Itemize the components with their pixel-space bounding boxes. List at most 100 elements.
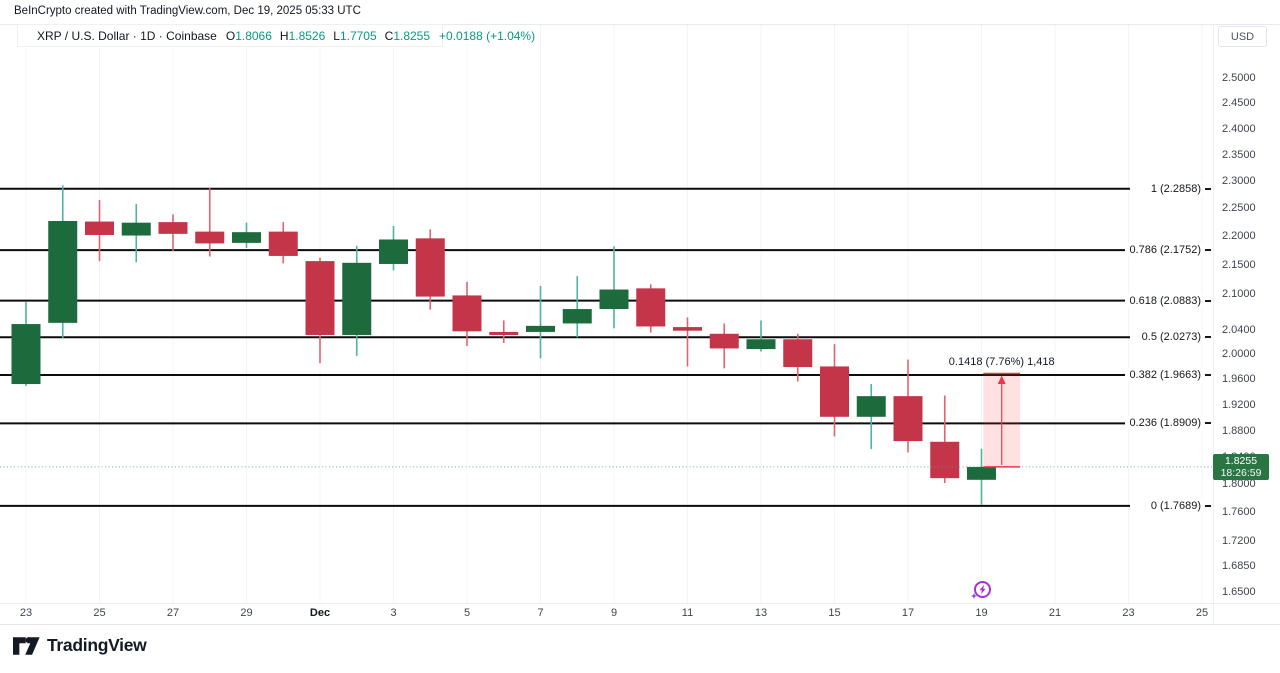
price-tick-label: 1.6500 [1222,586,1256,598]
candle-body [930,441,960,479]
candle-body [967,466,996,480]
time-tick-label: 23 [1122,607,1135,619]
fib-level-label: 0 (1.7689) [1146,498,1211,513]
candle-body [121,222,151,236]
candle-body [232,232,261,243]
header-separator [0,24,1280,25]
time-tick-label: 25 [1195,607,1209,619]
last-price-value: 1.8255 [1224,455,1258,467]
price-tick-label: 2.0400 [1222,323,1256,336]
fib-level-label: 0.786 (2.1752) [1125,243,1211,258]
time-tick-label: 9 [610,607,618,619]
fib-tick-dash [1205,336,1211,339]
time-tick-label: 29 [240,607,253,619]
price-tick-label: 2.1000 [1222,287,1256,300]
projection-arrow-head [997,375,1006,385]
candle-body [783,339,813,368]
time-tick-label: 3 [390,607,397,619]
candle [11,301,41,386]
candle [342,245,372,356]
event-marker-icon[interactable] [970,581,991,600]
candle [526,286,555,359]
fib-tick-dash [1205,504,1211,507]
price-axis-separator [1213,24,1214,624]
attribution-text: BeInCrypto created with TradingView.com,… [14,5,361,17]
candle [305,257,335,364]
time-tick-label: Dec [309,607,331,619]
candle-body [526,325,555,332]
candle-body [305,261,335,335]
candle [599,246,629,329]
fib-tick-dash [1205,299,1211,302]
time-tick-label: 13 [754,607,768,619]
price-tick-label: 2.0000 [1222,348,1256,360]
candle-body [709,333,739,349]
candle-body [452,295,482,332]
candle [415,229,445,310]
candle [893,359,923,453]
time-tick-label: 19 [975,607,988,619]
candle [967,448,996,505]
pane-axis-separator [0,603,1280,604]
price-tick-label: 2.2500 [1222,202,1256,215]
price-tick-label: 1.9600 [1222,373,1256,385]
candle [709,323,739,369]
candle [268,222,298,264]
candle-body [342,262,372,335]
axis-bottom-separator [0,624,1280,625]
ohlc-c-value: C1.8255 [384,28,431,43]
symbol-legend[interactable]: XRP / U.S. Dollar · 1D · Coinbase O1.806… [17,24,535,47]
candle-body [85,221,114,235]
time-tick-label: 15 [828,607,841,619]
candle [562,276,592,338]
candle-body [746,339,776,350]
price-tick-label: 1.7600 [1222,506,1256,519]
time-tick-label: 23 [19,607,33,619]
price-tick-label: 1.6850 [1222,560,1256,572]
ohlc-o-value: O1.8066 [225,28,272,43]
price-tick-label: 2.1500 [1222,258,1256,271]
symbol-title[interactable]: XRP / U.S. Dollar · 1D · Coinbase [37,28,217,43]
fib-level-label: 0.236 (1.8909) [1125,416,1211,431]
candle [48,185,78,339]
tradingview-logo-icon [13,636,40,655]
currency-button[interactable]: USD [1218,26,1267,47]
candle [930,395,960,483]
candle [820,344,849,437]
price-change: +0.0188 (+1.04%) [439,28,536,43]
candle [195,188,225,257]
ohlc-values: O1.8066 H1.8526 L1.7705 C1.8255 [226,29,430,43]
candle-body [673,327,702,331]
candle [85,200,114,262]
time-tick-label: 27 [166,607,180,619]
candle-body [48,221,78,323]
lightning-icon [979,584,986,595]
ohlc-h-value: H1.8526 [279,28,326,43]
time-tick-label: 17 [901,607,915,619]
fib-level-label: 0.618 (2.0883) [1125,293,1211,308]
candle [746,320,776,352]
candle-body [11,324,41,385]
projection-box[interactable] [983,372,1021,468]
candle-body [856,396,886,417]
bar-countdown: 18:26:59 [1220,467,1262,479]
time-axis[interactable] [0,603,1280,624]
candle [452,281,482,346]
candle-body [636,288,666,327]
fib-tick-dash [1205,422,1211,425]
candle-body [379,239,408,264]
fib-level-label: 1 (2.2858) [1146,181,1211,196]
candle-body [268,231,298,256]
candle-body [195,231,225,244]
candle-body [415,238,445,297]
tradingview-logo[interactable]: TradingView [13,635,147,656]
candle-body [599,289,629,310]
price-tick-label: 1.7200 [1222,534,1256,547]
candle [856,384,886,450]
last-price-badge[interactable]: 1.8255 18:26:59 [1213,454,1269,480]
candle [783,333,813,382]
price-tick-label: 2.2000 [1222,230,1256,243]
price-tick-label: 1.8800 [1222,424,1256,437]
